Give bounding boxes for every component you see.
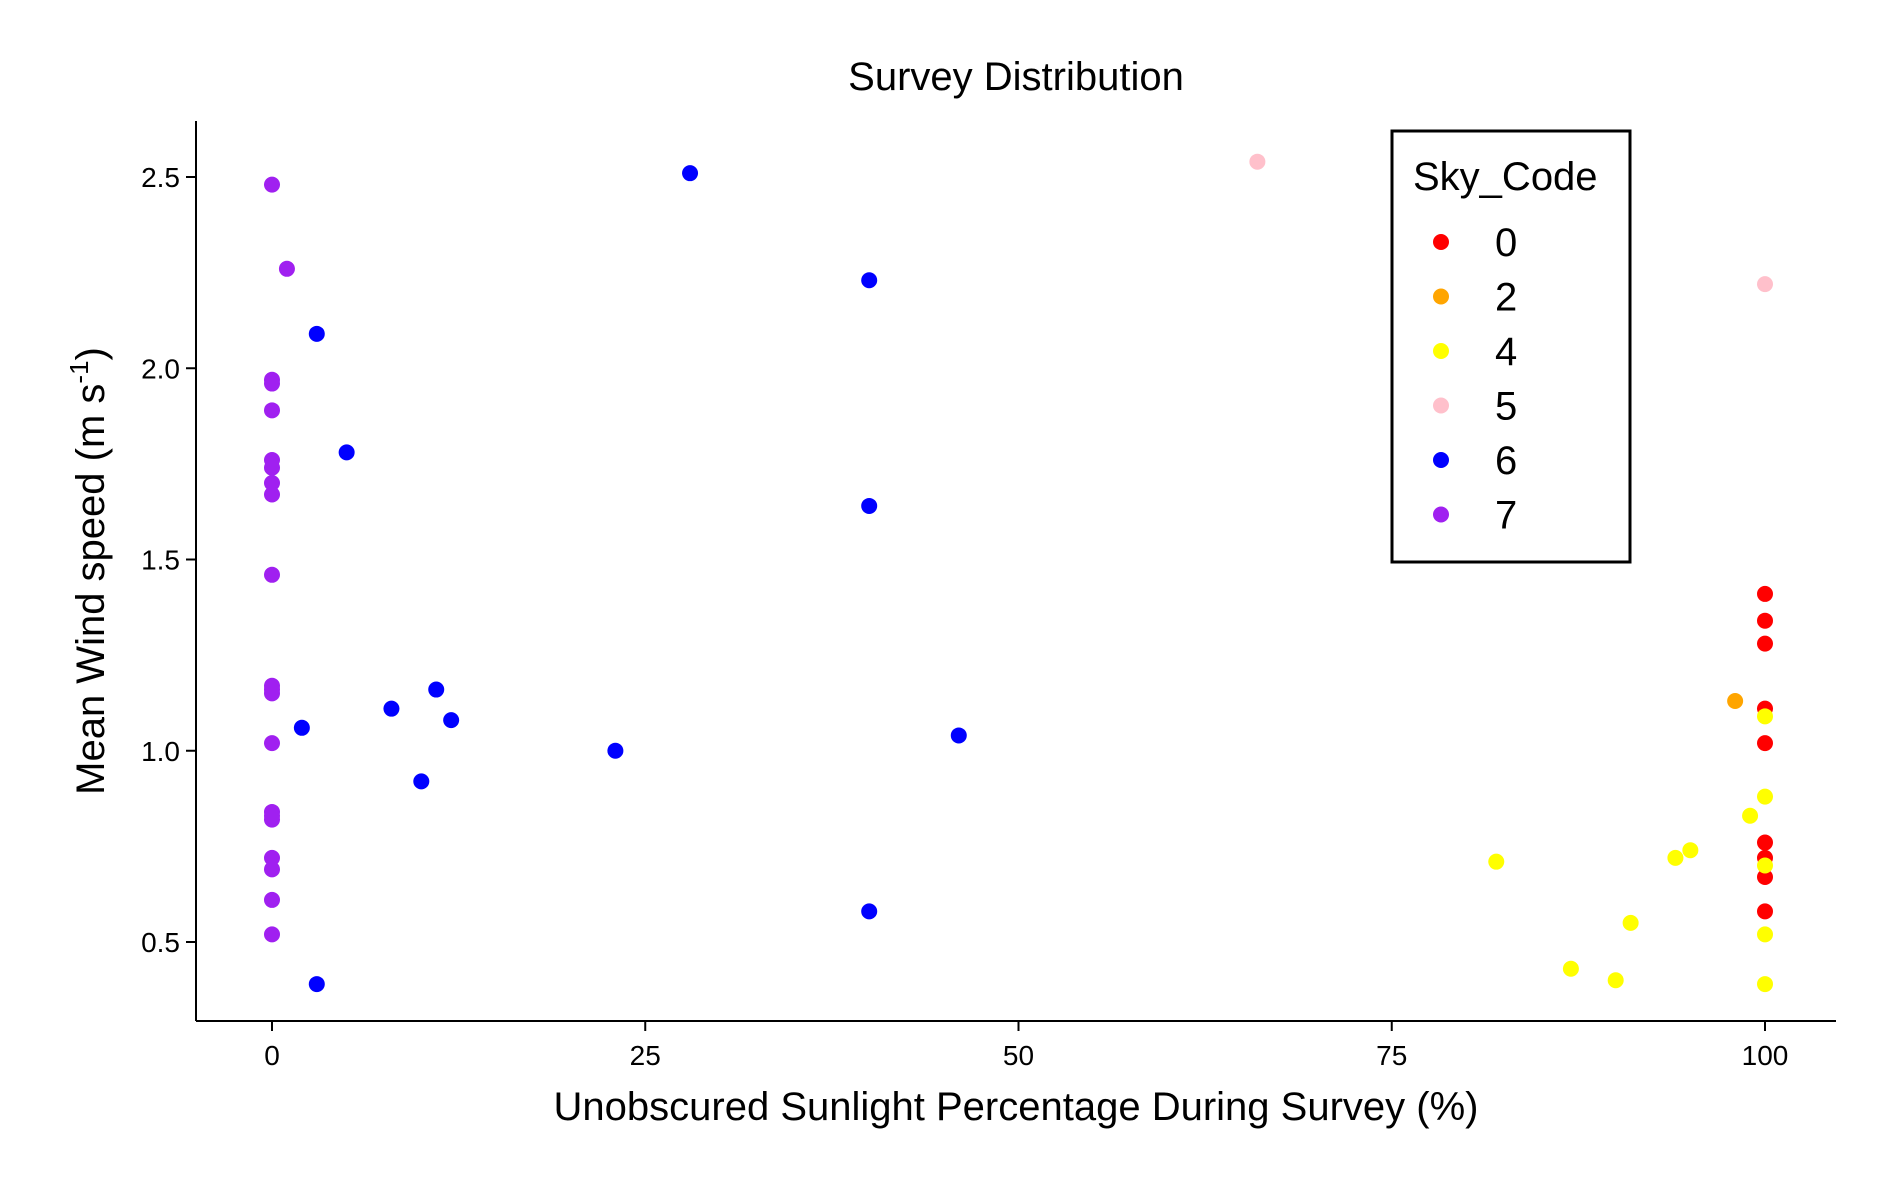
x-tick-label: 75 [1376, 1040, 1407, 1071]
data-point-sky-code-7 [264, 926, 280, 943]
legend-key-6 [1433, 452, 1449, 468]
y-tick-label: 1.5 [141, 545, 180, 576]
legend-box [1390, 129, 1632, 564]
data-point-sky-code-6 [861, 903, 878, 920]
axes [195, 121, 1836, 1022]
legend-items: 0 2 4 5 6 7 [1433, 221, 1517, 538]
data-point-sky-code-6 [428, 681, 445, 698]
data-point-sky-code-7 [264, 176, 280, 193]
data-point-sky-code-6 [950, 727, 967, 744]
data-point-sky-code-4 [1757, 788, 1773, 805]
data-point-sky-code-4 [1667, 849, 1684, 866]
data-point-sky-code-0 [1757, 868, 1773, 885]
data-point-sky-code-6 [413, 773, 430, 790]
data-point-sky-code-4 [1757, 976, 1773, 993]
data-point-sky-code-7 [264, 685, 280, 702]
data-point-sky-code-6 [308, 976, 325, 993]
data-point-sky-code-4 [1607, 972, 1624, 989]
legend-label-4: 4 [1495, 330, 1517, 374]
y-tick-label: 2.5 [141, 162, 180, 193]
data-point-sky-code-4 [1757, 708, 1773, 725]
legend-key-0 [1433, 234, 1449, 250]
data-point-sky-code-0 [1757, 635, 1773, 652]
data-point-sky-code-7 [264, 849, 280, 866]
y-ticks: 0.5 1.0 1.5 2.0 2.5 [141, 162, 196, 958]
x-axis-title: Unobscured Sunlight Percentage During Su… [554, 1085, 1479, 1129]
data-point-sky-code-0 [1757, 612, 1773, 629]
x-tick-label: 0 [264, 1040, 280, 1071]
x-tick-label: 25 [630, 1040, 661, 1071]
data-point-sky-code-7 [264, 811, 280, 828]
data-point-sky-code-5 [1249, 153, 1266, 170]
data-point-sky-code-6 [607, 742, 624, 759]
y-axis-title-main: Mean Wind speed (m s [69, 384, 113, 795]
data-point-sky-code-7 [264, 566, 280, 583]
data-point-sky-code-6 [443, 712, 460, 729]
data-point-sky-code-6 [861, 272, 878, 289]
data-point-sky-code-0 [1757, 585, 1773, 602]
data-point-sky-code-0 [1757, 903, 1773, 920]
y-tick-label: 2.0 [141, 353, 180, 384]
x-ticks: 0 25 50 75 100 [264, 1021, 1788, 1071]
legend-key-7 [1433, 506, 1449, 523]
y-tick-label: 0.5 [141, 927, 180, 958]
data-point-sky-code-6 [338, 444, 355, 461]
data-point-sky-code-4 [1757, 857, 1773, 874]
legend: Sky_Code 0 2 4 5 6 7 [1390, 129, 1632, 564]
data-point-sky-code-4 [1742, 807, 1759, 824]
legend-label-6: 6 [1495, 439, 1517, 483]
data-point-sky-code-7 [264, 402, 280, 419]
y-axis-title: Mean Wind speed (m s-1) [64, 347, 113, 795]
data-points [264, 153, 1773, 993]
data-point-sky-code-4 [1622, 914, 1639, 931]
x-tick-label: 100 [1742, 1040, 1789, 1071]
data-point-sky-code-6 [293, 719, 310, 736]
legend-label-7: 7 [1495, 494, 1517, 538]
data-point-sky-code-4 [1682, 842, 1699, 859]
y-tick-label: 1.0 [141, 736, 180, 767]
y-axis-title-close: ) [69, 347, 113, 360]
legend-label-0: 0 [1495, 221, 1517, 265]
data-point-sky-code-4 [1757, 926, 1773, 943]
data-point-sky-code-0 [1757, 735, 1773, 752]
x-tick-label: 50 [1003, 1040, 1034, 1071]
legend-label-2: 2 [1495, 276, 1517, 320]
data-point-sky-code-7 [264, 375, 280, 392]
data-point-sky-code-6 [682, 165, 699, 182]
data-point-sky-code-7 [264, 861, 280, 878]
data-point-sky-code-7 [264, 475, 280, 491]
data-point-sky-code-7 [264, 735, 280, 752]
data-point-sky-code-4 [1562, 960, 1579, 977]
data-point-sky-code-5 [1757, 276, 1773, 293]
legend-key-5 [1433, 397, 1449, 414]
legend-key-2 [1433, 288, 1449, 305]
data-point-sky-code-7 [264, 891, 280, 908]
data-point-sky-code-7 [264, 459, 280, 476]
chart-title: Survey Distribution [848, 55, 1184, 99]
data-point-sky-code-6 [308, 325, 325, 342]
data-point-sky-code-6 [383, 700, 400, 717]
legend-label-5: 5 [1495, 385, 1517, 429]
data-point-sky-code-4 [1488, 853, 1505, 870]
data-point-sky-code-2 [1727, 693, 1744, 710]
data-point-sky-code-7 [264, 486, 280, 503]
data-point-sky-code-7 [278, 260, 295, 277]
y-axis-title-superscript: -1 [64, 360, 94, 383]
data-point-sky-code-0 [1757, 834, 1773, 851]
data-point-sky-code-6 [861, 497, 878, 514]
legend-title: Sky_Code [1413, 155, 1598, 199]
legend-key-4 [1433, 343, 1449, 359]
